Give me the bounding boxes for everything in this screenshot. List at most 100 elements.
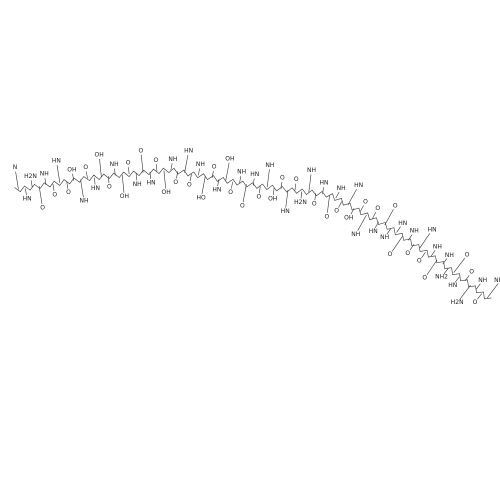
bond	[211, 170, 214, 178]
atom-label: O	[126, 160, 131, 167]
bond	[72, 173, 74, 181]
atom-label: O	[107, 184, 112, 191]
bond	[170, 163, 173, 171]
atom-label: OH	[268, 195, 277, 202]
atom-label: OH	[161, 189, 170, 196]
bond	[314, 193, 317, 201]
atom-label: HN	[398, 220, 407, 227]
atom-label: H2N	[24, 173, 37, 180]
atom-label: O	[393, 202, 398, 209]
bond	[372, 212, 377, 219]
bond	[128, 167, 130, 175]
bond	[253, 178, 255, 186]
atom-label: N	[13, 164, 18, 171]
atom-label: O	[294, 176, 299, 183]
atom-label: HN	[147, 179, 156, 186]
bond	[94, 177, 96, 185]
bond	[322, 187, 324, 195]
atom-label: HN	[428, 227, 437, 234]
bond	[335, 191, 340, 199]
atom-label: NH	[80, 198, 89, 205]
atom-label: NH	[133, 181, 142, 188]
bond	[443, 268, 449, 275]
bond	[149, 171, 152, 179]
atom-label: OH	[94, 152, 103, 159]
atom-label: NH	[351, 231, 360, 238]
bond	[56, 165, 61, 183]
atom-label: HN	[184, 148, 193, 155]
atom-label: HN	[23, 196, 32, 203]
atom-label: O	[405, 250, 410, 257]
bond	[44, 178, 47, 186]
atoms: NHNH2NONHOHNOOHNHOHNOHONHOHONHOHNOOHNHOH…	[13, 147, 500, 306]
bond	[107, 176, 110, 184]
atom-label: HN	[369, 228, 378, 235]
bond	[308, 174, 312, 193]
bond	[189, 173, 192, 181]
bond	[242, 184, 247, 203]
bond	[327, 194, 330, 213]
bond	[272, 187, 275, 195]
atom-label: NH	[337, 185, 346, 192]
bond	[454, 276, 460, 283]
atom-label: NH2	[494, 277, 500, 284]
atom-label: O	[212, 164, 217, 171]
atom-label: NH	[478, 277, 487, 284]
bond	[409, 244, 415, 251]
atom-label: O	[154, 157, 159, 164]
bond	[407, 234, 413, 241]
atom-label: O	[325, 213, 330, 220]
bond	[374, 221, 379, 229]
atom-label: OH	[120, 193, 129, 200]
atom-label: H2N	[294, 199, 307, 206]
bond	[15, 171, 19, 190]
atom-label: HO	[196, 195, 206, 202]
bond	[121, 174, 125, 193]
backbone	[14, 167, 492, 300]
bond	[464, 275, 470, 282]
bond	[155, 164, 158, 172]
bond	[386, 228, 392, 235]
atom-label: HN	[281, 208, 290, 215]
bond	[30, 180, 33, 188]
bond	[285, 189, 289, 208]
atom-label: O	[228, 189, 233, 196]
atom-label: HN	[52, 158, 61, 165]
bond	[391, 236, 403, 252]
atom-label: O	[52, 191, 57, 198]
bond	[294, 183, 297, 191]
bond	[99, 158, 102, 177]
atom-label: HN	[250, 171, 259, 178]
bond	[184, 154, 189, 173]
atom-label: HN	[91, 185, 100, 192]
bond	[280, 181, 283, 189]
atom-label: NH	[445, 252, 454, 259]
atom-label: HN	[448, 282, 457, 289]
atom-label: NH	[433, 244, 442, 251]
bond	[357, 214, 367, 231]
bond	[38, 186, 43, 204]
atom-label: O	[334, 208, 339, 215]
atom-label: NH	[410, 228, 419, 235]
bond	[52, 183, 55, 191]
bond	[384, 209, 394, 226]
atom-label: O	[257, 194, 262, 201]
atom-label: H2N	[451, 299, 464, 306]
atom-label: O	[139, 147, 144, 154]
atom-label: O	[66, 189, 71, 196]
atom-label: O	[312, 201, 317, 208]
atom-label: O	[363, 199, 368, 206]
atom-label: O	[375, 205, 380, 212]
atom-label: O	[240, 202, 245, 209]
atom-label: O	[465, 252, 470, 259]
atom-label: O	[173, 179, 178, 186]
atom-label: O	[83, 164, 88, 171]
atom-label: HN	[320, 180, 329, 187]
atom-label: O	[473, 299, 478, 306]
atom-label: O	[280, 175, 285, 182]
atom-label: HN	[354, 182, 363, 189]
bond	[135, 173, 138, 181]
bond	[359, 205, 364, 212]
atom-label: OH	[225, 155, 234, 162]
